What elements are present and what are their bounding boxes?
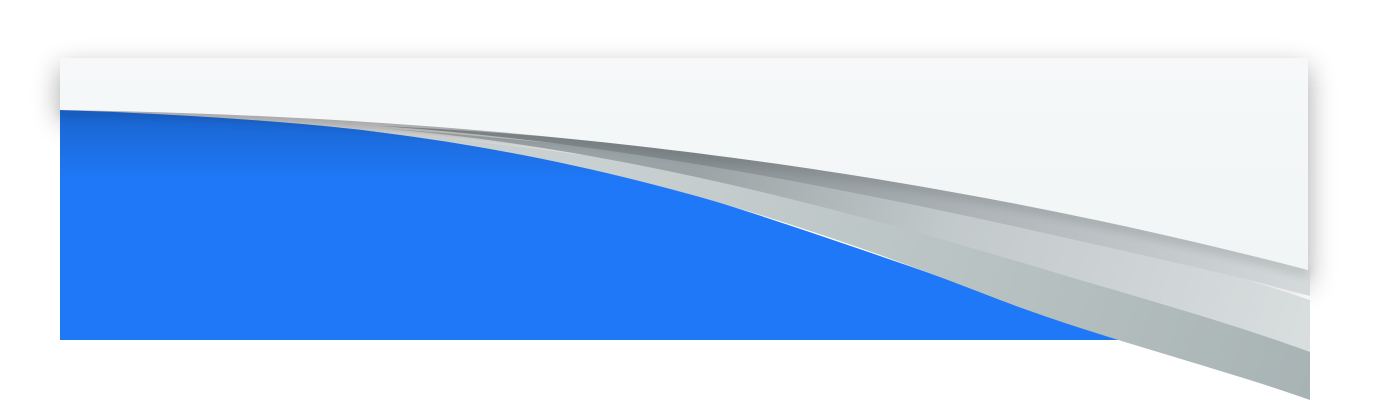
paper-edge-shadow <box>59 109 1309 275</box>
paper-sheet <box>60 58 1308 270</box>
blue-panel-edge-shade <box>60 110 880 260</box>
